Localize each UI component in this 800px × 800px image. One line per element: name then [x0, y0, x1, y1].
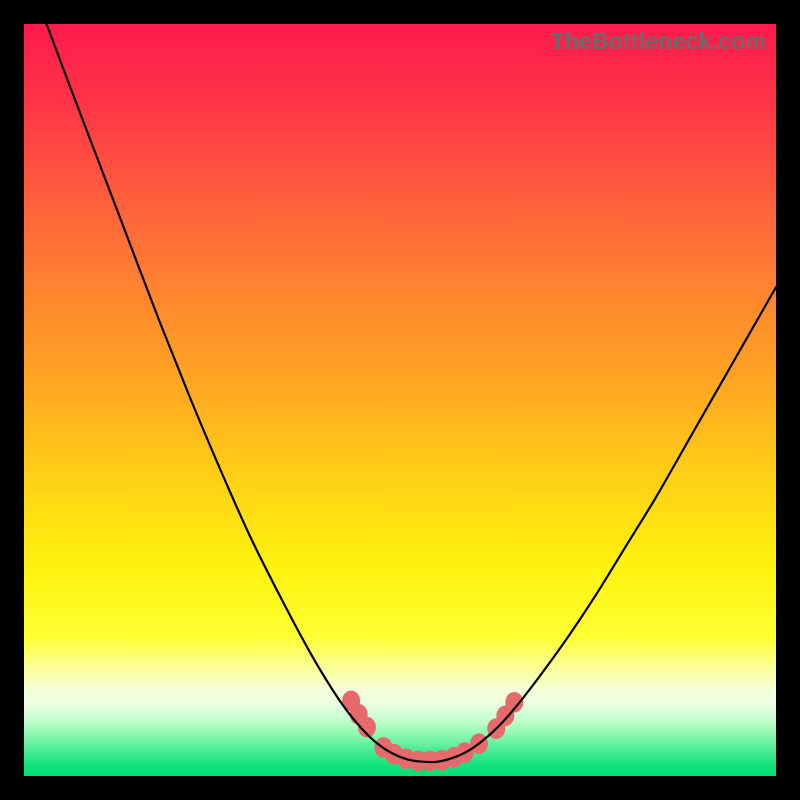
- plot-area: TheBottleneck.com: [24, 24, 776, 776]
- outer-frame: TheBottleneck.com: [0, 0, 800, 800]
- background-gradient: [24, 24, 776, 776]
- chart-svg: [24, 24, 776, 776]
- watermark-text: TheBottleneck.com: [550, 28, 766, 55]
